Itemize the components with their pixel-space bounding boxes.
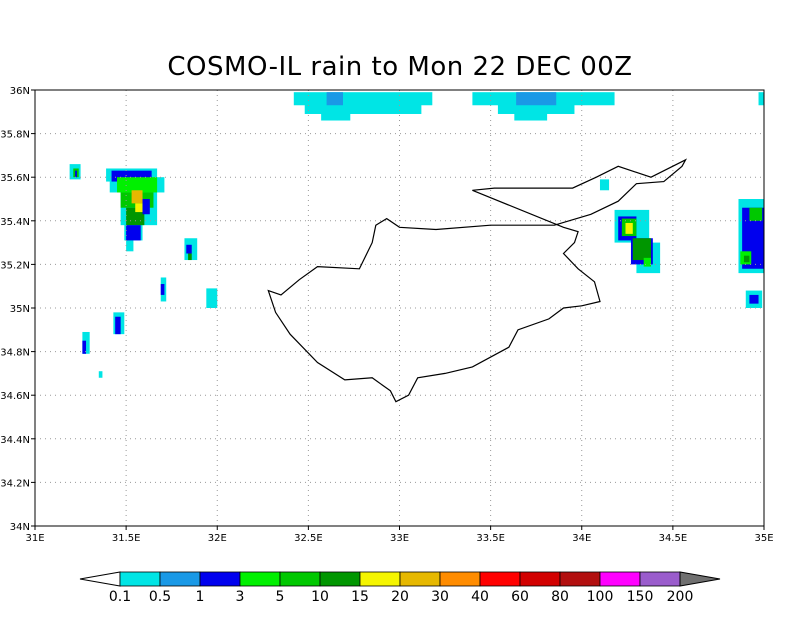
rain-cell [625, 222, 633, 234]
rain-cell [126, 225, 141, 241]
rain-cell [326, 92, 344, 106]
rain-cell [749, 294, 759, 304]
colorbar-label: 100 [587, 589, 614, 605]
cyprus-coastline [267, 158, 688, 403]
rain-cell [111, 170, 152, 182]
lat-tick-label: 35N [10, 304, 30, 315]
rain-cells [69, 92, 764, 378]
rain-cell [126, 240, 134, 252]
lat-tick-label: 34N [10, 522, 30, 533]
rain-cell [75, 170, 77, 178]
rain-cell [632, 238, 652, 261]
lat-tick-label: 36N [10, 86, 30, 97]
colorbar-under-arrow [79, 571, 121, 587]
lon-tick-label: 33.5E [476, 533, 505, 544]
colorbar-swatch [559, 571, 601, 587]
rain-cell [497, 103, 575, 114]
lat-tick-label: 35.2N [0, 260, 30, 271]
colorbar-swatch [599, 571, 641, 587]
rain-cell [82, 340, 87, 354]
rain-cell [516, 92, 557, 106]
lat-tick-label: 34.6N [0, 391, 30, 402]
rain-cell [117, 177, 158, 193]
map-gridlines [35, 90, 764, 526]
colorbar-swatch [159, 571, 201, 587]
colorbar-swatch [319, 571, 361, 587]
lat-tick-label: 34.4N [0, 435, 30, 446]
colorbar: 0.1 0.5 1 3 5 10 15 20 30 40 60 80 100 150 200 [79, 571, 721, 605]
colorbar-label: 200 [667, 589, 694, 605]
rain-cell [321, 111, 351, 121]
rain-cell [643, 257, 652, 267]
rain-cell [749, 207, 763, 221]
colorbar-swatch [119, 571, 161, 587]
lon-tick-label: 34E [572, 533, 591, 544]
rain-cell [188, 253, 192, 261]
lon-tick-label: 31E [25, 533, 44, 544]
rain-cell [131, 190, 143, 204]
colorbar-label: 5 [276, 589, 285, 605]
colorbar-swatch [239, 571, 281, 587]
colorbar-swatch [359, 571, 401, 587]
colorbar-swatch [279, 571, 321, 587]
colorbar-label: 0.5 [149, 589, 171, 605]
rain-cell [206, 288, 218, 308]
colorbar-label: 40 [471, 589, 489, 605]
colorbar-label: 30 [431, 589, 449, 605]
lon-tick-label: 33E [390, 533, 409, 544]
rain-cell [160, 284, 165, 295]
rain-cell [758, 92, 764, 106]
colorbar-swatch [439, 571, 481, 587]
colorbar-over-arrow [679, 571, 721, 587]
lon-tick-label: 31.5E [112, 533, 141, 544]
colorbar-label: 80 [551, 589, 569, 605]
lon-tick-label: 32.5E [294, 533, 323, 544]
colorbar-label: 10 [311, 589, 329, 605]
rain-cell [743, 255, 750, 263]
rain-cell [135, 203, 143, 213]
rain-cell [514, 111, 548, 121]
colorbar-label: 1 [196, 589, 205, 605]
lat-tick-label: 35.8N [0, 130, 30, 141]
rain-cell [304, 103, 422, 114]
lat-tick-label: 34.2N [0, 478, 30, 489]
rain-cell [186, 244, 192, 254]
axis-ticks: 31E 31.5E 32E 32.5E 33E 33.5E 34E 34.5E 35E 34N 34… [0, 86, 773, 544]
colorbar-label: 3 [236, 589, 245, 605]
rain-cell [599, 179, 610, 191]
lat-tick-label: 35.6N [0, 173, 30, 184]
colorbar-label: 60 [511, 589, 529, 605]
rain-cell [115, 316, 121, 335]
lat-tick-label: 34.8N [0, 348, 30, 359]
colorbar-swatch [199, 571, 241, 587]
rain-cell [142, 199, 150, 215]
lat-tick-label: 35.4N [0, 217, 30, 228]
colorbar-swatch [399, 571, 441, 587]
lon-tick-label: 32E [208, 533, 227, 544]
lon-tick-label: 34.5E [659, 533, 688, 544]
map-title: COSMO-IL rain to Mon 22 DEC 00Z [167, 52, 633, 82]
colorbar-swatch [639, 571, 681, 587]
rain-cell [98, 371, 103, 378]
colorbar-label: 15 [351, 589, 369, 605]
colorbar-label: 20 [391, 589, 409, 605]
colorbar-label: 150 [627, 589, 654, 605]
colorbar-swatch [479, 571, 521, 587]
colorbar-swatch [519, 571, 561, 587]
lon-tick-label: 35E [754, 533, 773, 544]
colorbar-label: 0.1 [109, 589, 131, 605]
